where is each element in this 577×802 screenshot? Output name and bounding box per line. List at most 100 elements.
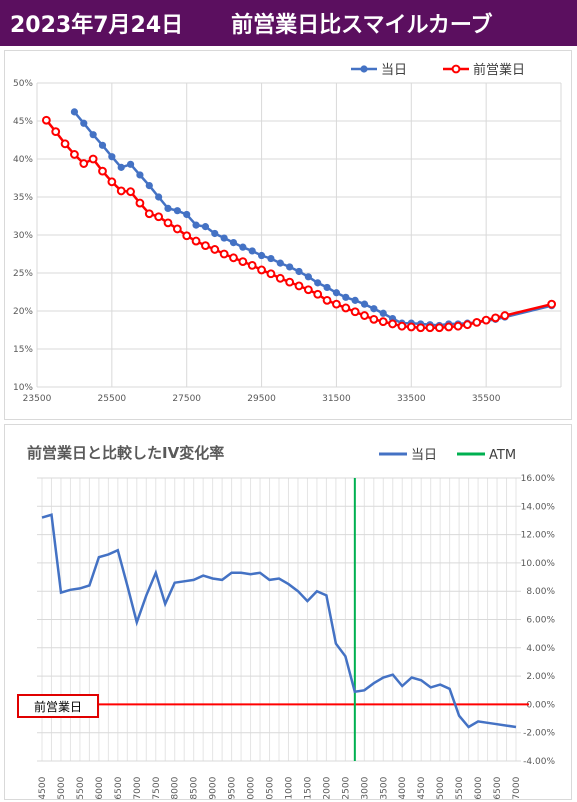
y-tick-label: 20% [13,307,33,317]
data-point-prev [463,320,472,330]
x-tick-label: 28000 [171,776,181,799]
data-point-today [126,160,135,168]
x-tick-label: 24500 [38,776,48,799]
header-date: 2023年7月24日 [10,13,184,38]
y-tick-label: 15% [13,345,33,355]
data-point-prev [51,127,61,137]
x-tick-label: 25500 [76,776,86,799]
series-line-today [73,111,552,327]
data-point-today [304,273,312,281]
data-point-today [323,283,331,292]
y-tick-label: 0.00% [526,700,555,710]
y-tick-label: 45% [13,117,33,127]
x-tick-label: 28500 [190,776,200,799]
chart-title: 前営業日と比較したIV変化率 [27,444,224,462]
data-point-prev [201,241,210,251]
y-tick-label: 10.00% [521,559,556,569]
x-tick-label: 25000 [57,776,67,799]
x-tick-label: 33000 [360,776,370,799]
data-point-prev [350,307,360,317]
y-tick-label: 12.00% [521,531,556,541]
data-point-prev [182,231,192,241]
x-tick-label: 31500 [322,394,351,404]
data-point-prev [107,177,117,187]
data-point-prev [481,315,491,325]
data-point-prev [444,322,454,332]
legend-marker [451,64,461,74]
x-tick-label: 26500 [114,776,124,799]
x-tick-label: 32000 [322,776,332,799]
y-tick-label: 16.00% [521,474,556,484]
y-tick-label: 4.00% [526,644,555,654]
data-point-prev [294,281,304,291]
page-header: 2023年7月24日 前営業日比スマイルカーブ [0,0,577,46]
x-tick-label: 26000 [95,776,105,799]
x-tick-label: 32500 [341,776,351,799]
y-tick-label: -2.00% [523,729,555,739]
data-point-today [360,300,369,308]
iv-change-chart: 16.00% 14.00% 12.00% 10.00% 8.00% 6.00% 4.00% 2… [4,424,572,800]
data-point-today [70,108,79,116]
x-tick-label: 36500 [493,776,503,799]
x-tick-label: 29500 [247,394,276,404]
x-tick-label: 27500 [172,394,201,404]
data-point-prev [163,218,173,228]
data-point-today [295,267,303,276]
data-point-prev [406,322,416,332]
data-point-prev [434,323,444,333]
data-point-prev [266,269,276,279]
baseline-label: 前営業日 [17,694,99,718]
data-point-prev [416,323,426,333]
data-point-prev [60,139,70,149]
data-point-prev [219,249,229,259]
data-point-prev [257,265,266,275]
data-point-today [164,204,172,212]
data-point-today [155,193,163,201]
data-point-today [80,119,88,127]
data-point-prev [191,236,201,246]
data-point-today [117,163,125,171]
y-tick-label: 30% [13,231,33,241]
data-point-today [314,279,322,287]
data-point-today [248,247,256,255]
data-point-prev [491,313,500,323]
data-point-today [379,309,387,317]
x-tick-label: 29500 [228,776,238,799]
legend-label: 当日 [381,63,407,78]
y-tick-label: 10% [13,383,33,393]
data-point-today [229,239,238,247]
data-point-prev [116,186,126,196]
data-point-prev [275,273,285,283]
data-point-today [183,210,191,219]
x-tick-label: 27000 [133,776,143,799]
data-point-prev [172,224,182,234]
data-point-today [276,259,284,267]
legend-marker [360,65,368,73]
data-point-prev [547,299,557,309]
legend-label: 当日 [411,448,437,463]
data-point-today [332,289,341,297]
data-point-today [342,293,350,301]
smile-curve-chart: 10% 15% 20% 25% 30% 35% 40% 45% 50% 23500 25500 275… [4,50,572,420]
x-tick-label: 30500 [266,776,276,799]
data-point-today [370,305,378,313]
data-point-today [145,182,153,190]
x-tick-label: 25500 [98,394,127,404]
smile-curve-svg: 10% 15% 20% 25% 30% 35% 40% 45% 50% 23500 25500 275… [13,62,562,404]
data-point-prev [285,277,295,287]
data-point-today [89,131,97,139]
data-point-prev [425,323,435,333]
data-point-prev [397,321,407,331]
x-tick-label: 31500 [303,776,313,799]
data-point-today [286,263,294,271]
data-point-prev [229,253,238,263]
data-point-today [192,221,200,229]
data-point-prev [247,261,257,270]
data-point-prev [70,150,79,159]
y-tick-label: 6.00% [526,616,555,626]
x-tick-label: 27500 [152,776,162,799]
data-point-today [211,229,219,238]
series-line-today [41,513,517,729]
data-point-prev [303,285,313,295]
data-point-prev [313,289,323,299]
